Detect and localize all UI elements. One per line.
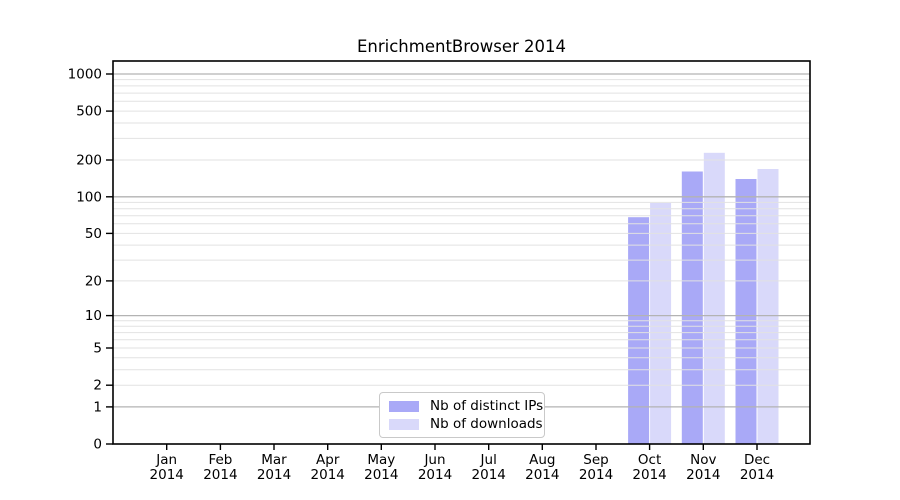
x-tick-label-month: Sep: [583, 452, 608, 468]
bar-dec-series0: [735, 179, 757, 444]
y-tick-label: 1000: [68, 67, 102, 83]
y-tick-label: 50: [85, 226, 102, 242]
x-tick-label-month: Mar: [261, 452, 287, 468]
x-tick-label-year: 2014: [579, 467, 613, 483]
x-tick-label-month: Jan: [155, 452, 177, 468]
x-tick-label-month: Apr: [316, 452, 340, 468]
x-tick-label-year: 2014: [418, 467, 452, 483]
legend-item-downloads: Nb of downloads: [389, 416, 543, 432]
x-tick-label-year: 2014: [740, 467, 774, 483]
y-tick-label: 0: [93, 437, 102, 453]
x-tick-label-month: Oct: [638, 452, 661, 468]
x-tick-label-year: 2014: [203, 467, 237, 483]
x-tick-label-month: Jul: [480, 452, 497, 468]
bar-nov-series1: [703, 152, 725, 445]
y-tick-label: 500: [76, 104, 102, 120]
bar-oct-series1: [650, 203, 672, 444]
plot-frame: [112, 60, 811, 445]
y-tick-label: 1: [93, 399, 102, 415]
x-tick-label-month: Feb: [208, 452, 232, 468]
x-tick-label-year: 2014: [150, 467, 184, 483]
bar-oct-series0: [628, 217, 650, 444]
y-tick-label: 2: [93, 378, 102, 394]
x-tick-label-year: 2014: [632, 467, 666, 483]
x-tick-label-month: Aug: [529, 452, 555, 468]
y-tick-label: 10: [85, 308, 102, 324]
x-tick-label-month: Jun: [423, 452, 445, 468]
legend-item-distinct-ips: Nb of distinct IPs: [389, 398, 543, 414]
x-tick-label-year: 2014: [311, 467, 345, 483]
y-tick-label: 5: [93, 341, 102, 357]
x-tick-label-year: 2014: [686, 467, 720, 483]
x-tick-label-year: 2014: [525, 467, 559, 483]
legend-swatch-distinct-ips: [389, 400, 419, 412]
x-tick-label-year: 2014: [257, 467, 291, 483]
bar-dec-series1: [757, 169, 779, 444]
y-tick-label: 100: [76, 189, 102, 205]
legend-label-distinct-ips: Nb of distinct IPs: [430, 398, 544, 414]
y-tick-label: 20: [85, 273, 102, 289]
x-tick-label-year: 2014: [472, 467, 506, 483]
x-tick-label-month: Dec: [744, 452, 770, 468]
legend-swatch-downloads: [389, 418, 419, 430]
x-tick-label-month: May: [367, 452, 395, 468]
y-tick-label: 200: [76, 153, 102, 169]
bar-nov-series0: [681, 171, 703, 444]
x-tick-label-year: 2014: [364, 467, 398, 483]
legend: Nb of distinct IPs Nb of downloads: [379, 392, 545, 438]
legend-label-downloads: Nb of downloads: [430, 416, 543, 432]
chart-title: EnrichmentBrowser 2014: [356, 37, 567, 56]
x-tick-label-month: Nov: [690, 452, 716, 468]
